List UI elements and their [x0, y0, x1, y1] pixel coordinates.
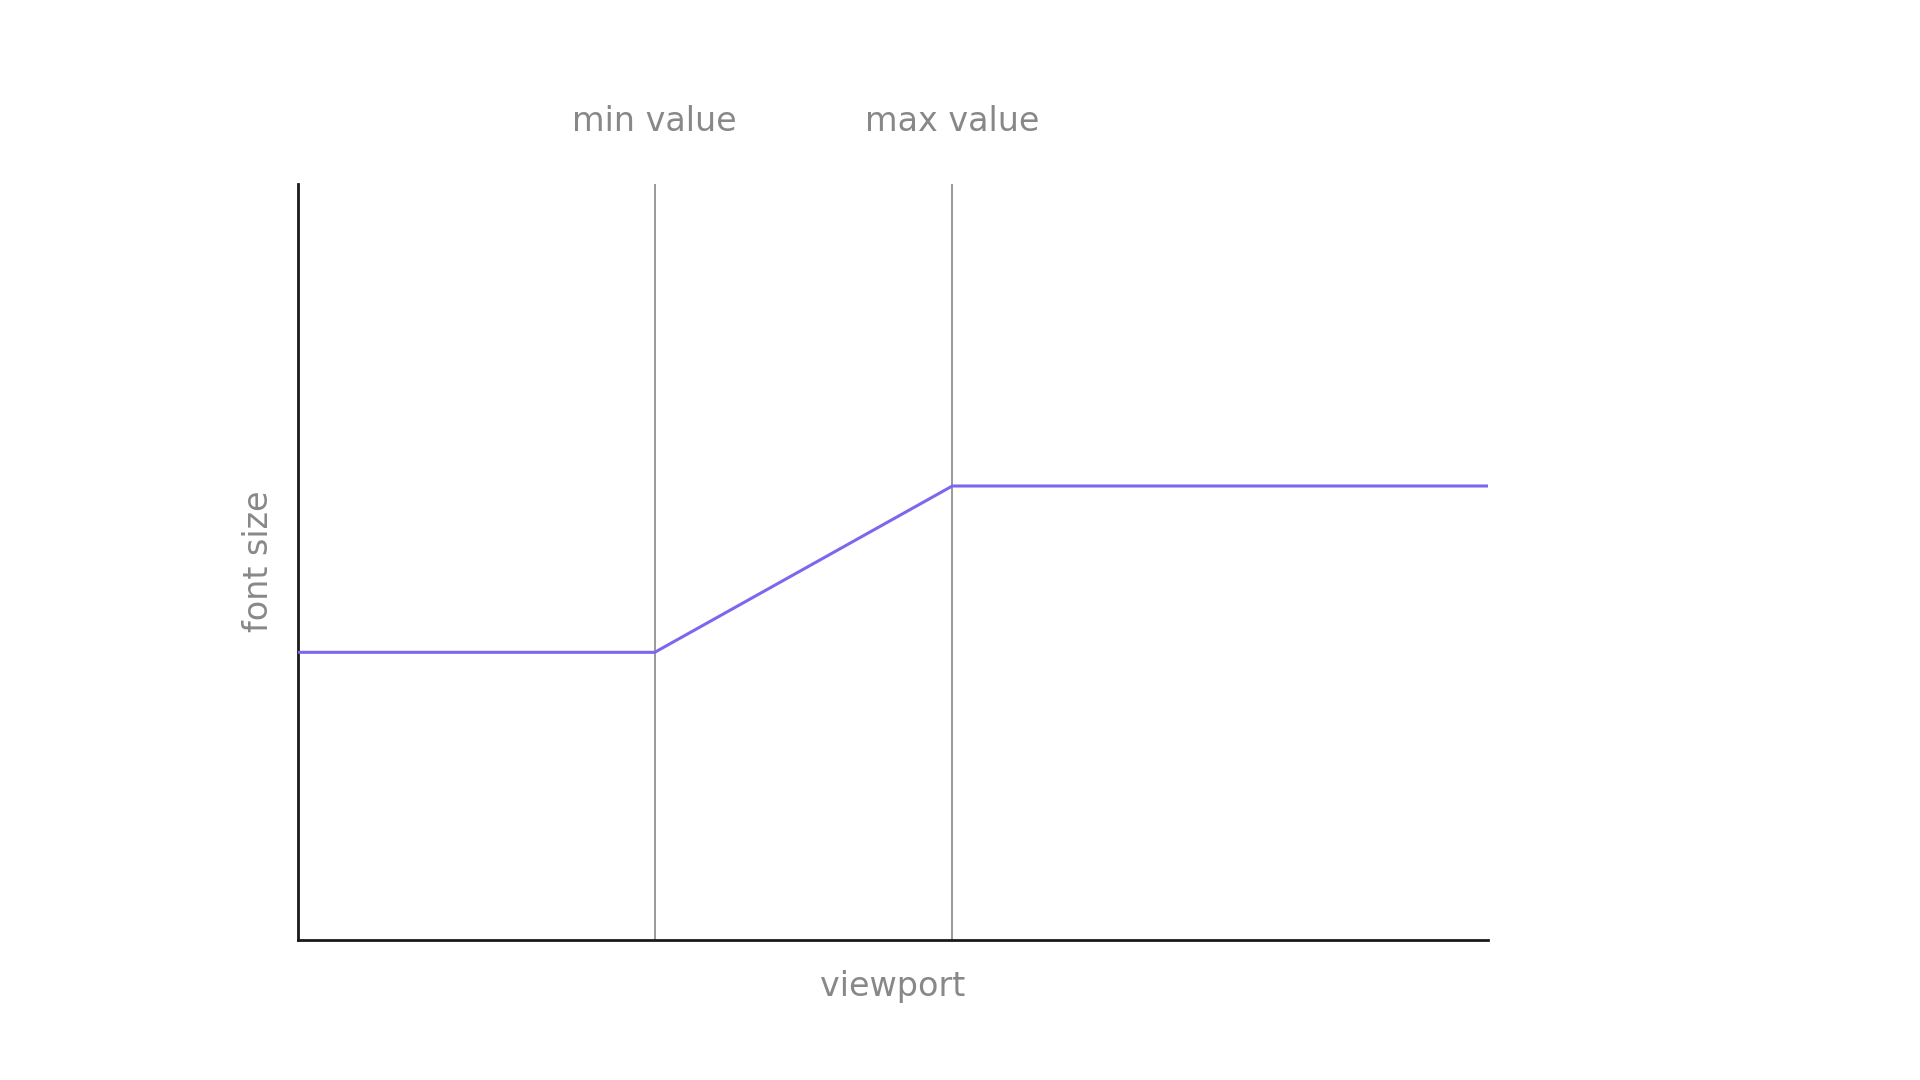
Text: max value: max value: [866, 105, 1039, 138]
X-axis label: viewport: viewport: [820, 970, 966, 1003]
Text: min value: min value: [572, 105, 737, 138]
Y-axis label: font size: font size: [242, 490, 275, 633]
